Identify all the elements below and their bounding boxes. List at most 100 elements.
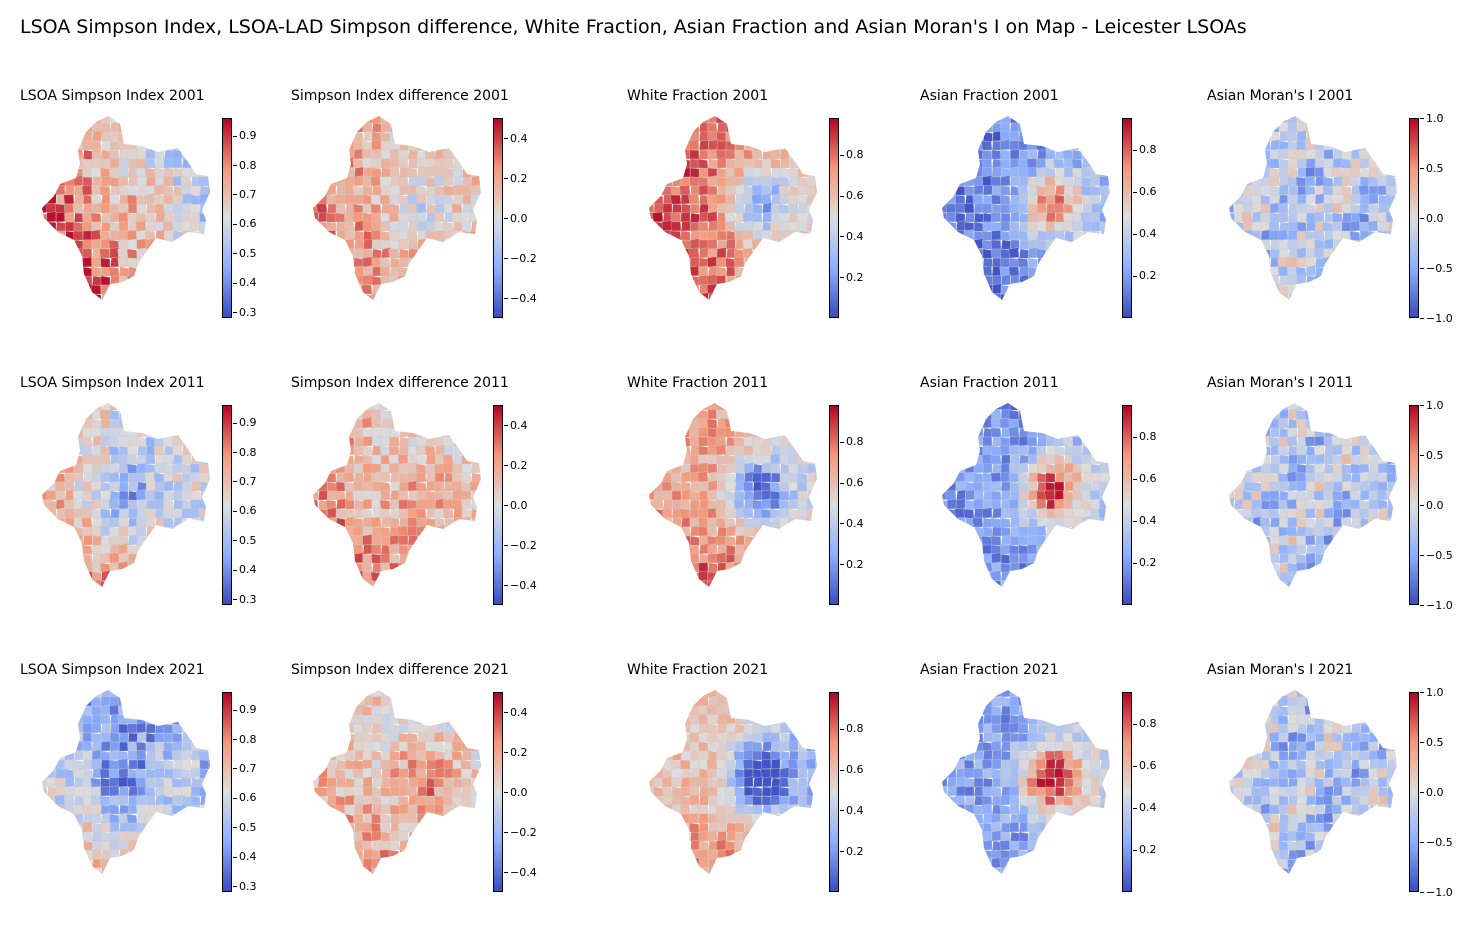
- lsoa-area: [443, 732, 454, 743]
- lsoa-area: [707, 732, 718, 743]
- lsoa-area: [407, 749, 418, 761]
- lsoa-area: [343, 221, 355, 232]
- lsoa-area: [981, 158, 993, 169]
- lsoa-area: [1072, 239, 1083, 250]
- colorbar-tick: [1420, 218, 1424, 219]
- lsoa-area: [743, 804, 754, 815]
- lsoa-area: [1270, 454, 1280, 465]
- lsoa-area: [397, 212, 409, 223]
- lsoa-area: [955, 516, 966, 528]
- lsoa-area: [425, 239, 436, 250]
- lsoa-area: [370, 229, 382, 241]
- lsoa-area: [343, 786, 355, 797]
- lsoa-area: [109, 732, 120, 743]
- lsoa-area: [334, 463, 346, 474]
- lsoa-area: [798, 767, 808, 779]
- colorbar-tick: [504, 138, 508, 139]
- lsoa-area: [1018, 508, 1029, 519]
- lsoa-area: [1018, 723, 1029, 734]
- lsoa-area: [199, 167, 210, 178]
- lsoa-area: [1026, 561, 1038, 573]
- lsoa-area: [725, 741, 736, 752]
- lsoa-area: [370, 175, 382, 187]
- lsoa-area: [761, 508, 772, 519]
- lsoa-area: [155, 157, 165, 169]
- lsoa-area: [707, 211, 718, 223]
- lsoa-area: [751, 193, 763, 205]
- lsoa-area: [1268, 526, 1280, 537]
- lsoa-area: [65, 230, 75, 241]
- lsoa-area: [788, 740, 799, 752]
- lsoa-area: [145, 212, 156, 223]
- lsoa-area: [698, 777, 709, 788]
- colorbar-tick: [840, 851, 844, 853]
- lsoa-area: [1080, 185, 1092, 196]
- colorbar: [222, 692, 232, 892]
- lsoa-area: [118, 481, 129, 492]
- lsoa-area: [108, 472, 120, 483]
- lsoa-area: [1008, 822, 1020, 833]
- lsoa-area: [119, 409, 129, 420]
- lsoa-area: [1261, 158, 1271, 169]
- lsoa-area: [1385, 185, 1397, 196]
- lsoa-area: [708, 220, 718, 232]
- lsoa-area: [425, 750, 436, 761]
- lsoa-area: [172, 714, 183, 725]
- lsoa-area: [163, 194, 174, 205]
- lsoa-area: [99, 185, 111, 196]
- lsoa-area: [1378, 786, 1388, 797]
- lsoa-area: [1259, 256, 1271, 268]
- lsoa-area: [1296, 454, 1307, 465]
- lsoa-area: [1277, 714, 1289, 725]
- lsoa-area: [1314, 768, 1325, 779]
- lsoa-area: [1018, 840, 1029, 851]
- lsoa-area: [343, 740, 355, 752]
- lsoa-area: [1099, 516, 1110, 528]
- lsoa-area: [198, 750, 210, 761]
- lsoa-area: [1315, 508, 1325, 519]
- lsoa-area: [55, 211, 66, 223]
- lsoa-area: [946, 759, 957, 770]
- lsoa-area: [1277, 266, 1289, 277]
- lsoa-area: [973, 445, 984, 456]
- lsoa-area: [408, 220, 418, 232]
- lsoa-area: [172, 732, 183, 743]
- lsoa-area: [199, 759, 210, 770]
- lsoa-area: [426, 203, 436, 214]
- lsoa-area: [955, 472, 966, 483]
- lsoa-area: [1081, 176, 1092, 187]
- lsoa-area: [1071, 714, 1083, 725]
- lsoa-area: [424, 445, 436, 456]
- lsoa-area: [724, 517, 736, 528]
- lsoa-area: [362, 498, 373, 510]
- lsoa-area: [108, 481, 120, 492]
- lsoa-area: [999, 185, 1011, 196]
- lsoa-area: [172, 462, 183, 474]
- lsoa-area: [1340, 158, 1352, 169]
- lsoa-area: [769, 481, 781, 492]
- lsoa-area: [806, 185, 817, 196]
- lsoa-area: [1045, 149, 1056, 160]
- lsoa-area: [344, 194, 355, 205]
- lsoa-area: [762, 741, 772, 752]
- lsoa-area: [662, 795, 673, 806]
- lsoa-area: [1350, 454, 1361, 465]
- lsoa-area: [1054, 463, 1065, 474]
- lsoa-area: [1286, 804, 1298, 815]
- lsoa-area: [1333, 239, 1343, 250]
- lsoa-area: [1306, 454, 1316, 465]
- lsoa-area: [380, 840, 391, 851]
- lsoa-area: [1037, 230, 1047, 241]
- lsoa-area: [1053, 202, 1065, 214]
- lsoa-area: [752, 795, 763, 806]
- colorbar-tick-label: 0.6: [1139, 185, 1157, 199]
- lsoa-area: [1305, 517, 1316, 528]
- lsoa-area: [699, 732, 709, 743]
- lsoa-area: [1305, 535, 1316, 546]
- lsoa-area: [1099, 203, 1110, 214]
- lsoa-area: [733, 230, 745, 241]
- lsoa-area: [370, 471, 382, 483]
- colorbar-tick: [504, 792, 508, 793]
- lsoa-area: [1314, 543, 1325, 555]
- lsoa-area: [1350, 239, 1361, 250]
